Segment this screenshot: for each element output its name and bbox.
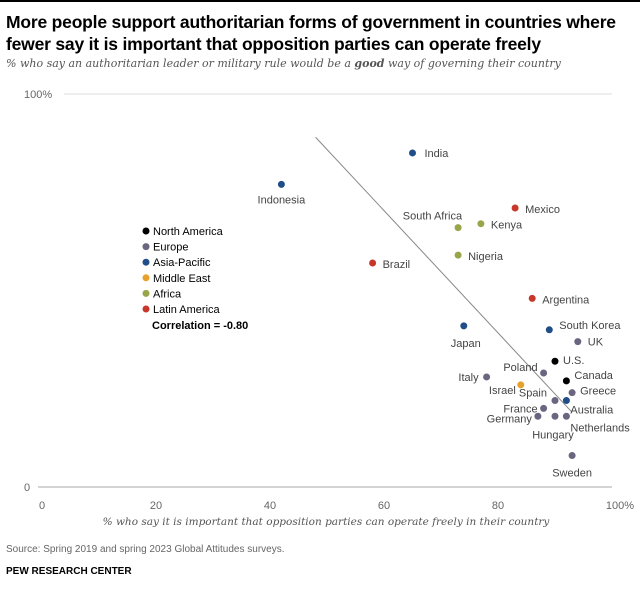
data-point-india (409, 149, 416, 157)
top-rule (0, 0, 640, 2)
x-axis-label: % who say it is important that oppositio… (103, 516, 551, 528)
legend-label: Latin America (153, 304, 221, 316)
x-tick-label: 40 (264, 500, 276, 512)
data-point-japan (460, 322, 468, 330)
point-label: India (425, 148, 450, 160)
data-point-u-s- (551, 357, 559, 365)
legend-label: Africa (153, 288, 182, 300)
legend-marker (142, 258, 150, 266)
point-label: Nigeria (468, 251, 504, 263)
point-label: South Korea (559, 320, 621, 332)
data-point-south-africa (454, 224, 462, 232)
point-label: Spain (519, 388, 547, 400)
point-label: Netherlands (570, 422, 630, 434)
point-label: South Africa (403, 211, 463, 223)
point-label: Italy (458, 372, 479, 384)
data-point-netherlands (562, 412, 570, 420)
data-point-australia (562, 397, 570, 405)
legend-label: Asia-Pacific (153, 257, 211, 269)
legend-marker (142, 243, 150, 251)
point-label: Hungary (532, 429, 574, 441)
point-label: Poland (503, 362, 537, 374)
x-tick-label: 0 (39, 500, 45, 512)
data-point-uk (574, 338, 582, 346)
x-tick-label: 60 (378, 500, 390, 512)
y-tick-label: 0 (24, 482, 30, 494)
data-point-south-korea (545, 326, 553, 334)
legend-label: North America (153, 226, 224, 238)
point-label: Canada (574, 370, 613, 382)
x-tick-label: 20 (150, 500, 162, 512)
legend-marker (142, 289, 150, 297)
data-point-brazil (369, 259, 377, 267)
point-label: France (503, 403, 537, 415)
data-point-germany (534, 412, 542, 420)
data-point-argentina (528, 294, 536, 302)
point-label: Kenya (491, 220, 523, 232)
trend-line (315, 136, 573, 413)
data-point-hungary (551, 412, 559, 420)
data-point-israel (517, 381, 525, 389)
x-tick-label: 80 (492, 500, 504, 512)
data-point-mexico (511, 204, 519, 212)
legend-marker (142, 305, 150, 313)
source-note: Source: Spring 2019 and spring 2023 Glob… (6, 544, 285, 555)
point-label: Greece (580, 386, 616, 398)
point-label: Indonesia (258, 194, 307, 206)
x-tick-label: 100% (606, 500, 634, 512)
point-label: U.S. (563, 355, 584, 367)
data-point-indonesia (277, 180, 285, 188)
legend-marker (142, 227, 150, 235)
chart-subtitle: % who say an authoritarian leader or mil… (6, 57, 561, 70)
data-point-greece (568, 389, 576, 397)
y-tick-label: 100% (24, 89, 52, 101)
legend-marker (142, 274, 150, 282)
point-label: Brazil (383, 259, 411, 271)
point-label: Israel (489, 385, 516, 397)
data-point-italy (483, 373, 491, 381)
subtitle-text: % who say an authoritarian leader or mil… (6, 57, 355, 70)
data-point-france (540, 404, 548, 412)
organization-name: PEW RESEARCH CENTER (6, 566, 132, 577)
data-point-sweden (568, 452, 576, 460)
legend-label: Middle East (153, 273, 210, 285)
data-point-poland (540, 369, 548, 377)
point-label: Australia (570, 405, 614, 417)
data-point-kenya (477, 220, 485, 228)
data-point-spain (551, 397, 559, 405)
data-point-nigeria (454, 251, 462, 259)
point-label: Mexico (525, 204, 560, 216)
subtitle-text: way of governing their country (384, 57, 561, 70)
correlation-annotation: Correlation = -0.80 (152, 320, 248, 332)
legend-label: Europe (153, 242, 188, 254)
point-label: Sweden (552, 468, 592, 480)
subtitle-emphasis: good (354, 57, 385, 70)
point-label: Japan (451, 338, 481, 350)
point-label: UK (588, 337, 604, 349)
data-point-canada (562, 377, 570, 385)
point-label: Germany (487, 413, 533, 425)
chart-title: More people support authoritarian forms … (6, 12, 616, 54)
point-label: Argentina (542, 294, 590, 306)
